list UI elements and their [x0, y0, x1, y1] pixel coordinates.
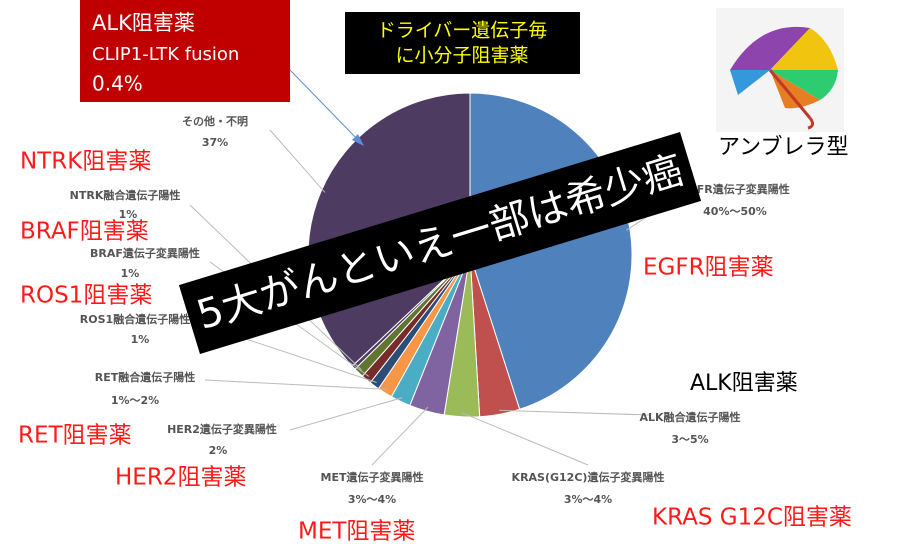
alk-box-drug: ALK阻害薬 — [92, 11, 195, 35]
drug-label: NTRK阻害薬 — [20, 149, 151, 175]
slice-label: HER2遺伝子変異陽性 — [167, 422, 277, 436]
slice-value: 37% — [202, 136, 228, 149]
slice-value: 2% — [209, 444, 228, 457]
umbrella-icon — [716, 8, 844, 132]
leader-line — [461, 412, 589, 466]
slice-label: MET遺伝子変異陽性 — [321, 470, 424, 484]
slice-label: ALK融合遺伝子陽性 — [639, 410, 740, 424]
drug-label: HER2阻害薬 — [115, 465, 246, 491]
slice-label: NTRK融合遺伝子陽性 — [70, 188, 181, 202]
slice-label: ROS1融合遺伝子陽性 — [80, 312, 190, 326]
slice-value: 3%～4% — [348, 493, 396, 506]
arrow — [289, 69, 361, 143]
slice-label: BRAF遺伝子変異陽性 — [90, 246, 200, 260]
slice-value: 3%～4% — [564, 493, 612, 506]
slice-label: その他・不明 — [182, 114, 248, 128]
drug-label: KRAS G12C阻害薬 — [652, 505, 852, 531]
banner-bg — [178, 131, 702, 355]
slice-value: 40%～50% — [703, 205, 767, 218]
slice-value: 3～5% — [671, 433, 708, 446]
drug-label: ROS1阻害薬 — [20, 283, 152, 309]
umbrella-label: アンブレラ型 — [718, 135, 848, 160]
title-box — [345, 12, 580, 74]
title-line: に小分子阻害薬 — [395, 45, 528, 67]
alk-box — [80, 0, 290, 102]
alk-box-value: 0.4% — [92, 72, 143, 96]
arrow-head — [352, 134, 364, 146]
slice-value: 1% — [131, 333, 150, 346]
leader-line — [204, 379, 387, 390]
leader-line — [289, 397, 403, 431]
leader-line — [371, 406, 429, 466]
leader-line — [499, 409, 651, 416]
drug-label: BRAF阻害薬 — [20, 219, 149, 245]
drug-label: ALK阻害薬 — [690, 371, 798, 396]
slice-value: 1% — [121, 267, 140, 280]
title-line: ドライバー遺伝子毎 — [377, 20, 548, 42]
slice-value: 1% — [119, 208, 138, 221]
drug-label: EGFR阻害薬 — [643, 255, 774, 281]
leader-line — [269, 129, 326, 193]
drug-label: RET阻害薬 — [18, 423, 132, 449]
slice-value: 1%～2% — [111, 394, 159, 407]
slice-label: KRAS(G12C)遺伝子変異陽性 — [512, 470, 665, 484]
slice-label: EGFR遺伝子変異陽性 — [680, 182, 790, 196]
alk-box-fusion: CLIP1-LTK fusion — [92, 44, 239, 65]
slice-label: RET融合遺伝子陽性 — [95, 370, 196, 384]
drug-label: MET阻害薬 — [298, 519, 415, 544]
